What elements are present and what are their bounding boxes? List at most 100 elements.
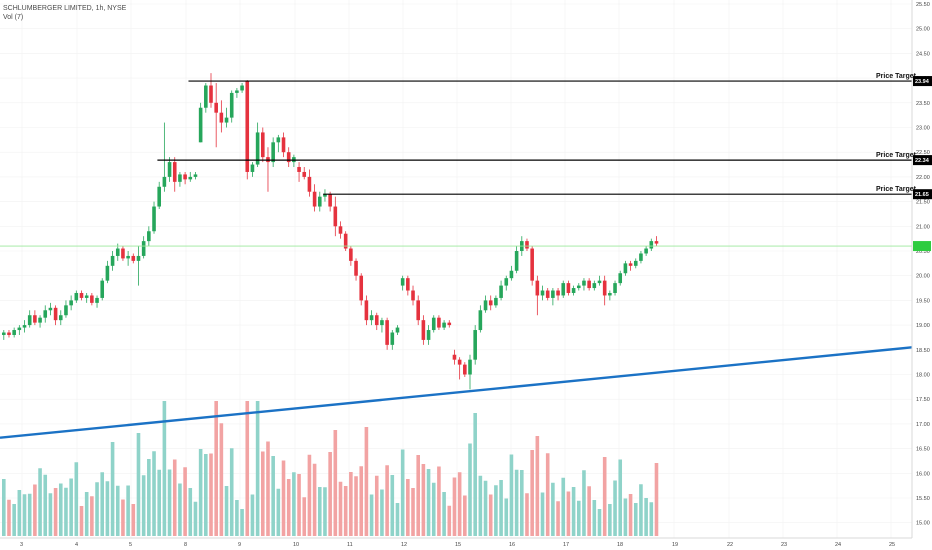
candle-body [2, 332, 6, 335]
volume-bar [364, 427, 369, 536]
candle-body [442, 322, 446, 328]
time-tick-label: 3 [20, 542, 23, 548]
price-tick-label: 23.50 [916, 101, 930, 107]
time-axis[interactable]: 3 4 5 8 9 10 11 12 15 16 17 18 19 22 23 24 25 [20, 542, 895, 548]
candle-body [188, 176, 193, 180]
volume-bar [499, 480, 503, 536]
volume-bar [639, 484, 643, 536]
volume-bar [147, 459, 151, 536]
trendline [0, 346, 913, 439]
candle-body [535, 280, 540, 296]
candle-body [426, 330, 431, 340]
candle-body [478, 310, 483, 331]
volume-bar [141, 475, 146, 536]
candle-body [95, 297, 99, 303]
price-tick-label: 17.50 [916, 397, 930, 403]
volume-bar [204, 454, 208, 536]
volume-bar [7, 499, 11, 536]
symbol-title[interactable]: SCHLUMBERGER LIMITED, 1h, NYSE [3, 5, 127, 12]
candle-body [105, 265, 110, 281]
volume-bar [576, 500, 581, 536]
candle-body [317, 196, 322, 207]
volume-bar [17, 490, 22, 536]
candle-body [307, 176, 312, 192]
volume-bar [390, 475, 395, 536]
candle-body [530, 248, 534, 281]
volume-bar [261, 451, 265, 536]
price-tick-label: 24.50 [916, 51, 930, 57]
volume-bar [255, 401, 260, 536]
volume-bar [240, 509, 244, 536]
candle-body [33, 315, 37, 323]
volume-bar [494, 485, 498, 536]
price-tick-label: 20.50 [916, 249, 930, 255]
volume-indicator-label[interactable]: Vol (7) [3, 14, 24, 21]
candle-body [141, 241, 146, 256]
candle-body [545, 290, 550, 298]
price-target-badge [913, 155, 932, 166]
price-target-badge [913, 76, 932, 87]
candle-body [374, 315, 379, 326]
candle-body [421, 320, 426, 340]
candle-body [69, 300, 73, 306]
price-tick-label: 25.50 [916, 2, 930, 8]
candle-body [644, 248, 648, 254]
volume-bar [628, 494, 633, 536]
price-target-label: Price Target [876, 73, 917, 80]
candle-body [90, 295, 94, 303]
candle-body [338, 226, 343, 234]
volume-bar [597, 509, 602, 536]
candle-body [240, 85, 244, 91]
candle-body [525, 241, 529, 249]
price-axis[interactable]: 25.5025.0024.5024.0023.5023.0022.5022.00… [916, 2, 930, 527]
time-tick-label: 5 [129, 542, 132, 548]
candle-body [84, 295, 89, 298]
candle-body [64, 305, 68, 316]
candle-body [312, 191, 317, 207]
volume-bar [115, 485, 120, 536]
volume-bar [525, 493, 529, 536]
volume-bar [349, 472, 353, 536]
candle-body [136, 255, 141, 261]
overlays [0, 80, 913, 439]
candle-body [79, 292, 84, 298]
candle-body [551, 290, 555, 298]
candle-body [17, 327, 22, 331]
volume-bar [406, 479, 410, 536]
candle-body [654, 241, 659, 244]
candle-body [349, 248, 353, 261]
volume-bar [587, 486, 591, 536]
volume-bar [276, 488, 281, 536]
time-tick-label: 24 [835, 542, 841, 548]
volume-bar [22, 494, 27, 536]
price-tick-label: 16.50 [916, 447, 930, 453]
price-tick-label: 17.00 [916, 422, 930, 428]
volume-bar [271, 456, 275, 536]
price-target-value: 22.34 [915, 158, 930, 164]
candle-body [302, 171, 307, 177]
volume-bar [514, 469, 519, 536]
candle-body [380, 320, 384, 326]
candle-body [198, 107, 203, 143]
current-price-badge [913, 241, 931, 252]
candle-body [473, 330, 477, 360]
volume-bar [483, 480, 488, 536]
candle-body [126, 255, 130, 259]
volume-bar [312, 463, 317, 536]
volume-bar [317, 487, 322, 536]
candle-body [333, 206, 338, 227]
volume-bar [292, 472, 296, 536]
candle-body [12, 330, 16, 335]
volume-bar [582, 470, 586, 536]
candle-body [229, 92, 234, 118]
candle-body [613, 283, 617, 293]
candle-body [286, 152, 291, 163]
volume-bar [571, 487, 576, 536]
candle-body [639, 253, 643, 261]
price-tick-label: 22.50 [916, 150, 930, 156]
candle-body [566, 283, 571, 293]
candle-body [488, 300, 493, 306]
candle-body [193, 174, 198, 177]
